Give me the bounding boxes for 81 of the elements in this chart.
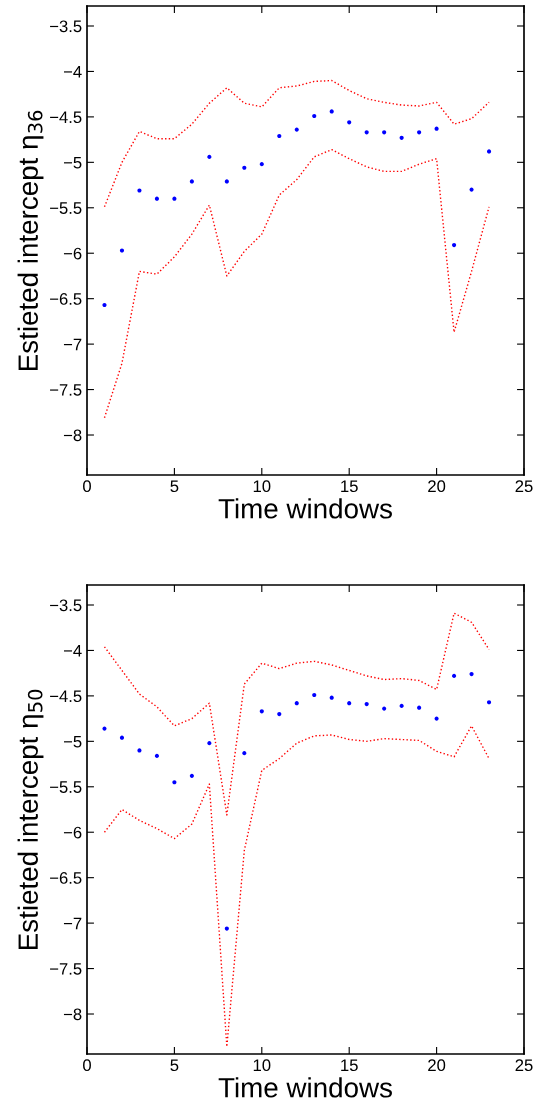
y-tick-label: −7.5 [50,384,82,396]
y-tick-label: −7 [63,338,82,351]
y-tick-label: −4 [63,66,82,78]
line-series [103,725,490,1048]
x-tick-label: 15 [341,1059,358,1072]
point [312,113,317,119]
x-tick-label: 10 [253,480,271,493]
y-tick-label: −4.5 [50,690,82,703]
y-tick-label: −4.5 [50,111,82,124]
point [277,133,282,139]
point [347,120,352,125]
point [119,735,125,740]
point [329,109,334,114]
point [364,130,369,135]
point [189,179,194,184]
y-tick-label: −6.5 [50,293,82,305]
point [486,700,492,705]
x-tick-label: 20 [428,1059,446,1072]
x-tick-label: 20 [428,480,446,493]
x-tick-label: 0 [83,1059,91,1072]
point [172,196,177,201]
point [172,780,177,785]
y-axis-title: Estieted intercept η$_{50}$ [17,689,44,950]
point [119,248,125,253]
point [137,188,142,193]
point [242,165,247,170]
y-tick-label: −3.5 [50,20,82,33]
point [294,701,299,706]
point [452,673,457,678]
y-tick-label: −6.5 [50,872,82,884]
y-tick-label: −8 [63,429,82,442]
x-tick-label: 15 [341,480,358,493]
x-tick-label: 5 [170,480,179,493]
point [102,302,107,308]
x-axis-title: Time windows [218,1077,392,1098]
y-tick-label: −5.5 [50,781,82,793]
point [294,127,299,132]
point [452,242,457,248]
y-tick-label: −8 [63,1008,82,1021]
point [242,751,247,756]
point [399,703,404,708]
point [382,706,387,711]
point [207,741,212,746]
x-axis-title: Time windows [218,498,392,519]
point [417,705,422,710]
point [312,692,317,698]
y-tick-label: −3.5 [50,599,82,612]
y-tick-label: −6 [63,826,82,839]
y-tick-label: −4 [63,645,82,657]
point [382,130,387,135]
point [154,196,159,201]
point [329,695,334,700]
x-tick-label: 25 [515,1059,533,1072]
y-axis-title: Estieted intercept η$_{36}$ [17,110,44,371]
x-tick-label: 10 [253,1059,271,1072]
point [364,701,369,707]
y-tick-label: −5 [63,156,82,169]
point [259,162,264,167]
x-tick-label: 0 [83,480,91,493]
x-tick-label: 25 [515,480,533,493]
y-tick-label: −5.5 [50,202,82,214]
point [154,753,159,758]
point [259,709,264,714]
point [277,711,282,717]
point [469,671,474,677]
line-series [103,612,490,816]
point [347,701,352,706]
point [486,149,492,154]
point [207,154,212,159]
point [224,926,229,931]
line-series [103,79,490,208]
x-tick-label: 5 [170,1059,179,1072]
line-series [103,148,490,419]
point [189,773,194,778]
point [224,179,229,184]
y-tick-label: −7 [63,917,82,930]
y-tick-label: −6 [63,247,82,260]
y-tick-label: −5 [63,735,82,748]
y-tick-label: −7.5 [50,963,82,975]
point [399,135,404,140]
point [417,130,422,135]
